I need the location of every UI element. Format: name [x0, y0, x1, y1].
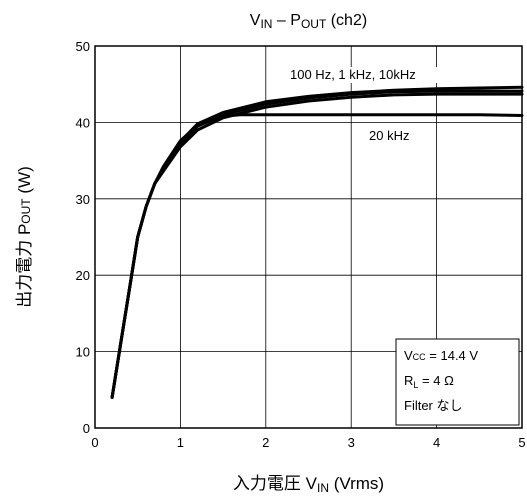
- x-tick-label: 0: [91, 435, 98, 450]
- y-tick-label: 50: [76, 39, 90, 54]
- x-tick-label: 2: [262, 435, 269, 450]
- x-tick-label: 3: [348, 435, 355, 450]
- condition-line: RL = 4 Ω: [404, 373, 454, 390]
- group-series-label: 100 Hz, 1 kHz, 10kHz: [290, 67, 416, 82]
- chart-title: VIN – POUT (ch2): [250, 12, 367, 31]
- plot-frame: [94, 45, 523, 429]
- group-label-background: [287, 67, 447, 83]
- series-label-20khz: 20 kHz: [369, 128, 409, 143]
- y-tick-label: 30: [76, 192, 90, 207]
- conditions-text: VCC = 14.4 V RL = 4 Ω Filter なし: [404, 348, 478, 413]
- y-tick-label: 0: [83, 421, 90, 436]
- x-tick-label: 5: [518, 435, 525, 450]
- conditions-box: [395, 338, 520, 426]
- x-axis-label: 入力電圧 VIN (Vrms): [233, 474, 384, 495]
- grid: [95, 46, 522, 428]
- series-line-20khz: [110, 113, 524, 399]
- y-tick-label: 10: [76, 345, 90, 360]
- y-axis-label: 出力電力 POUT (W): [15, 166, 34, 308]
- condition-line: VCC = 14.4 V: [404, 348, 478, 363]
- single-label-background: [366, 128, 424, 144]
- series-lines: [110, 85, 524, 399]
- y-tick-label: 20: [76, 268, 90, 283]
- y-tick-label: 40: [76, 115, 90, 130]
- x-tick-label: 1: [177, 435, 184, 450]
- x-tick-label: 4: [433, 435, 440, 450]
- condition-line: Filter なし: [404, 398, 463, 413]
